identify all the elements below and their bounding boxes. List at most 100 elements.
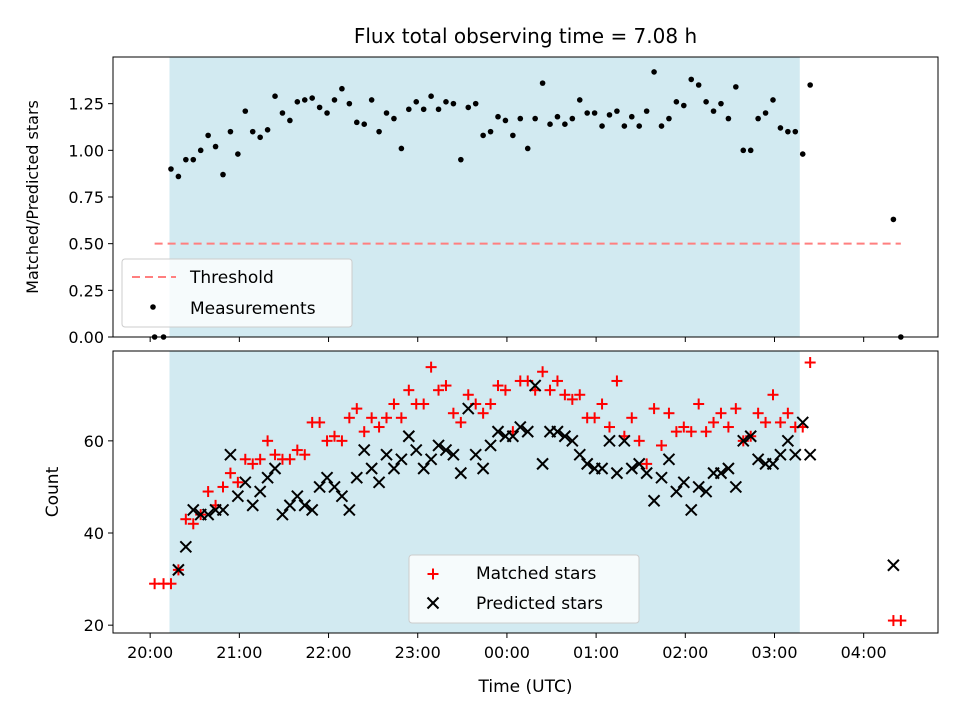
predicted-star-point [580, 457, 594, 471]
predicted-star-point [187, 503, 200, 517]
predicted-star-point [291, 489, 304, 503]
predicted-stars-points [172, 379, 900, 577]
measurement-point [227, 128, 234, 135]
measurement-point [792, 128, 799, 135]
matched-star-point [239, 453, 251, 465]
matched-star-point [767, 389, 779, 401]
count-x-tick-label: 02:00 [662, 643, 708, 662]
predicted-star-point [350, 471, 363, 484]
measurement-point [301, 97, 308, 103]
matched-star-point [291, 444, 303, 456]
matched-star-point [641, 458, 653, 470]
predicted-star-point [424, 453, 438, 466]
count-y-ticks: 20 40 60 [84, 432, 113, 635]
matched-star-point [633, 435, 645, 447]
predicted-star-point [224, 448, 237, 461]
matched-star-point [492, 380, 504, 392]
predicted-star-point [803, 448, 817, 461]
ratio-y-tick-label: 0.50 [68, 235, 104, 254]
matched-star-point [395, 412, 407, 424]
measurement-point [621, 123, 628, 129]
predicted-star-point [506, 430, 520, 443]
predicted-star-point [268, 462, 282, 475]
measurement-point [762, 110, 769, 116]
predicted-star-point [320, 471, 334, 484]
count-x-tick-label: 21:00 [216, 643, 262, 662]
count-y-tick-label: 20 [84, 616, 104, 635]
count-x-tick-label: 03:00 [751, 643, 797, 662]
measurement-point [272, 93, 278, 99]
measurement-point [890, 216, 897, 223]
legend-predicted-swatch [426, 596, 440, 610]
matched-star-point [232, 476, 244, 488]
measurement-point [294, 99, 301, 105]
predicted-star-point [335, 489, 349, 503]
predicted-star-point [722, 462, 735, 475]
matched-star-point [388, 398, 400, 410]
predicted-star-point [476, 462, 490, 475]
predicted-star-point [633, 457, 646, 471]
measurement-point [562, 121, 568, 127]
predicted-star-point [677, 476, 691, 489]
matched-star-point [693, 398, 705, 410]
matched-star-point [269, 449, 281, 461]
count-x-tick-label: 00:00 [484, 643, 530, 662]
measurement-point [316, 104, 323, 111]
ratio-x-ticks [149, 337, 865, 342]
measurement-point [168, 166, 174, 172]
measurement-point [235, 151, 241, 157]
predicted-star-point [774, 448, 787, 461]
predicted-star-point [573, 448, 586, 461]
predicted-star-point [432, 439, 445, 452]
matched-star-point [603, 421, 615, 433]
measurement-point [770, 97, 776, 103]
measurement-point [458, 156, 464, 163]
predicted-star-point [685, 503, 698, 517]
matched-star-point [544, 384, 556, 396]
matched-star-point [485, 398, 497, 410]
matched-star-point [373, 421, 385, 433]
matched-star-point [336, 435, 348, 447]
measurement-point [220, 171, 226, 178]
matched-star-point [314, 416, 326, 428]
measurement-point [636, 123, 643, 129]
ratio-panel: 0.00 0.25 0.50 0.75 1.00 1.25 Flux total obse… [23, 24, 939, 347]
count-x-tick-label: 01:00 [573, 643, 619, 662]
measurement-point [361, 121, 368, 127]
predicted-star-point [172, 563, 185, 577]
measurement-point [599, 123, 605, 129]
predicted-star-point [298, 499, 311, 512]
predicted-star-point [387, 462, 401, 475]
predicted-star-point [231, 489, 245, 503]
legend-predicted-label: Predicted stars [476, 594, 603, 614]
predicted-star-point [372, 476, 386, 489]
matched-star-point [566, 393, 578, 405]
matched-star-point [596, 398, 608, 410]
ratio-y-tick-label: 0.25 [68, 281, 104, 300]
measurement-point [495, 113, 501, 120]
measurement-point [428, 93, 434, 99]
measurement-point [725, 115, 732, 122]
predicted-star-point [216, 503, 230, 517]
matched-star-point [670, 426, 682, 438]
matched-star-point [299, 449, 311, 461]
matched-star-point [774, 416, 786, 428]
legend-matched-label: Matched stars [476, 564, 596, 584]
predicted-star-point [514, 420, 527, 434]
measurement-point [212, 143, 219, 150]
ratio-legend: Threshold Measurements [121, 258, 353, 328]
predicted-star-point [610, 466, 624, 480]
measurement-point [406, 106, 412, 113]
predicted-star-point [766, 457, 780, 471]
matched-star-point [700, 426, 712, 438]
matched-star-point [782, 407, 794, 419]
measurement-point [480, 132, 486, 139]
predicted-star-point [640, 466, 653, 480]
count-legend-box [408, 554, 640, 624]
matched-star-point [537, 366, 549, 378]
matched-star-point [760, 416, 772, 428]
matched-star-point [462, 389, 474, 401]
measurement-point [710, 108, 717, 114]
measurement-point [755, 115, 761, 122]
measurement-point [465, 104, 472, 111]
